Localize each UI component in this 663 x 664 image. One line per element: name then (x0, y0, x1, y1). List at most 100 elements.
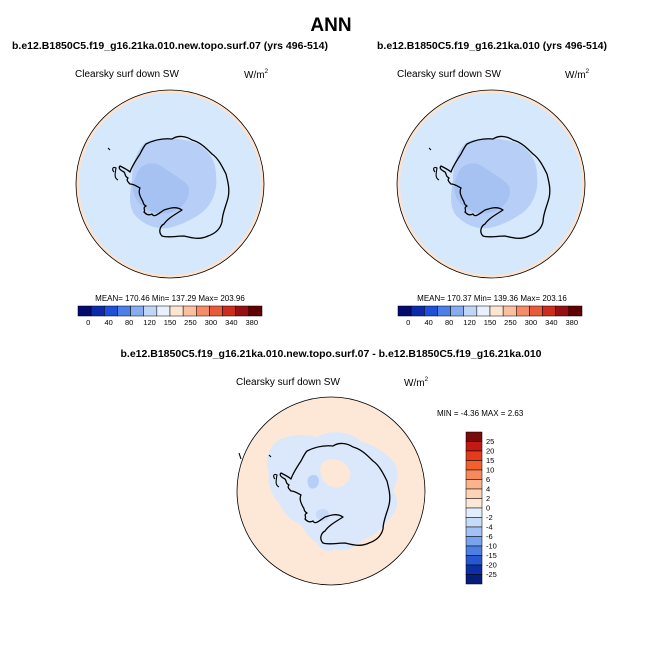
panel-diff-peninsula-islands (238, 452, 280, 488)
panel-diff-colorbar-swatch (465, 469, 483, 480)
panel-1-polar-map (75, 89, 265, 279)
panel-diff-units: W/m2 (404, 376, 429, 389)
panel-1-colorbar-swatch (104, 305, 118, 317)
panel-2-colorbar-swatch (450, 305, 464, 317)
panel-1-colorbar-tick-label: 120 (143, 318, 156, 327)
panel-diff-colorbar-tick-label: 2 (486, 494, 490, 503)
panel-diff-colorbar-tick-label: 4 (486, 485, 490, 494)
panel-2-colorbar-swatch (555, 305, 570, 317)
panel-2-polar-map (396, 89, 586, 279)
panel-1-colorbar-tick-label: 250 (184, 318, 197, 327)
panel-2-colorbar-tick-label: 250 (504, 318, 517, 327)
panel-1-colorbar-swatch (235, 305, 250, 317)
panel-1-variable-label: Clearsky surf down SW (75, 69, 179, 80)
panel-diff-colorbar-swatch (465, 574, 483, 585)
panel-diff-colorbar-tick-label: -20 (486, 561, 497, 570)
panel-2-colorbar-swatch (463, 305, 478, 317)
panel-1-colorbar-swatch (143, 305, 158, 317)
panel-2-field-core (454, 163, 511, 214)
panel-diff-antarctica-coastline (279, 442, 391, 546)
panel-2-colorbar-swatch (568, 305, 583, 317)
panel-diff-colorbar-tick-label: 25 (486, 437, 494, 446)
panel-diff-colorbar-swatch (465, 517, 483, 528)
panel-diff-colorbar-tick-label: -4 (486, 523, 493, 532)
figure-title: ANN (310, 15, 351, 36)
panel-2-stats: MEAN= 170.37 Min= 139.36 Max= 203.16 (417, 294, 567, 303)
panel-1-colorbar-swatch (182, 305, 197, 317)
panel-diff: b.e12.B1850C5.f19_g16.21ka.010.new.topo.… (120, 348, 542, 586)
panel-diff-colorbar-tick-label: -25 (486, 570, 497, 579)
panel-1-units: W/m2 (244, 68, 269, 81)
panel-diff-colorbar-swatch (465, 460, 483, 471)
panel-diff-colorbar-tick-label: -15 (486, 551, 497, 560)
panel-2-colorbar-swatch (529, 305, 543, 317)
panel-diff-variable-label: Clearsky surf down SW (236, 377, 340, 388)
panel-diff-colorbar-swatch (465, 555, 483, 566)
panel-2-colorbar-tick-label: 0 (406, 318, 410, 327)
panel-1-colorbar-swatch (77, 305, 92, 317)
panel-1-title: b.e12.B1850C5.f19_g16.21ka.010.new.topo.… (12, 40, 328, 52)
panel-diff-colorbar-tick-label: 20 (486, 447, 494, 456)
panel-1-colorbar-swatch (169, 305, 184, 317)
panel-diff-positive-patch (320, 459, 351, 488)
panel-2-colorbar: 0 40 80 120 150 250 300 340 380 (397, 305, 583, 327)
panel-diff-colorbar-swatch (465, 479, 483, 490)
panel-diff-colorbar-tick-label: -10 (486, 542, 497, 551)
panel-diff-colorbar-swatch (465, 441, 483, 452)
panel-1-colorbar: 0 40 80 120 150 250 300 340 380 (77, 305, 263, 327)
panel-1: b.e12.B1850C5.f19_g16.21ka.010.new.topo.… (12, 40, 328, 327)
panel-2-colorbar-tick-label: 300 (525, 318, 538, 327)
panel-1-field-core (133, 163, 190, 214)
panel-2-colorbar-swatch (489, 305, 504, 317)
panel-diff-colorbar-swatch (465, 498, 483, 509)
panel-1-colorbar-tick-label: 300 (205, 318, 218, 327)
panel-1-map-boundary (75, 89, 265, 279)
panel-diff-map-boundary (236, 396, 426, 586)
panel-2-colorbar-swatch (397, 305, 412, 317)
panel-2-colorbar-swatch (502, 305, 517, 317)
panel-2-colorbar-tick-label: 380 (566, 318, 579, 327)
panel-2-colorbar-swatch (542, 305, 556, 317)
panel-diff-colorbar-tick-label: 0 (486, 504, 490, 513)
panel-2-colorbar-swatch (424, 305, 438, 317)
panel-1-peninsula-islands (107, 147, 119, 181)
panel-diff-colorbar-swatch (465, 488, 483, 499)
panel-diff-colorbar-tick-label: -6 (486, 532, 493, 541)
panel-diff-title: b.e12.B1850C5.f19_g16.21ka.010.new.topo.… (120, 348, 541, 360)
panel-2: b.e12.B1850C5.f19_g16.21ka.010 (yrs 496-… (377, 40, 607, 327)
panel-diff-colorbar-tick-label: 15 (486, 456, 494, 465)
panel-1-antarctica-coastline (118, 135, 230, 239)
panel-2-variable-label: Clearsky surf down SW (397, 69, 501, 80)
panel-2-colorbar-swatch (516, 305, 530, 317)
panel-diff-colorbar-swatch (465, 564, 483, 575)
panel-diff-colorbar-swatch (465, 536, 483, 547)
panel-2-colorbar-tick-label: 150 (484, 318, 497, 327)
panel-2-colorbar-tick-label: 120 (463, 318, 476, 327)
panel-2-colorbar-tick-label: 340 (545, 318, 558, 327)
panel-diff-negative-core-2 (315, 508, 329, 522)
panel-2-units: W/m2 (565, 68, 590, 81)
panel-diff-polar-map (236, 396, 426, 586)
panel-2-map-boundary (396, 89, 586, 279)
panel-2-colorbar-tick-label: 80 (445, 318, 453, 327)
panel-1-colorbar-swatch (222, 305, 236, 317)
panel-diff-colorbar-swatch (465, 526, 483, 537)
panel-diff-colorbar-swatch (465, 450, 483, 461)
panel-1-colorbar-tick-label: 40 (104, 318, 112, 327)
panel-1-colorbar-swatch (90, 305, 105, 317)
panel-2-colorbar-swatch (410, 305, 425, 317)
panel-2-colorbar-tick-label: 40 (424, 318, 432, 327)
panel-1-colorbar-swatch (117, 305, 131, 317)
panel-diff-negative-field (266, 432, 398, 551)
panel-1-stats: MEAN= 170.46 Min= 137.29 Max= 203.96 (95, 294, 245, 303)
panel-2-antarctica-coastline (439, 135, 551, 239)
panel-1-colorbar-swatch (209, 305, 223, 317)
panel-2-colorbar-swatch (437, 305, 451, 317)
panel-1-colorbar-swatch (196, 305, 210, 317)
panel-2-title: b.e12.B1850C5.f19_g16.21ka.010 (yrs 496-… (377, 40, 607, 52)
panel-1-colorbar-tick-label: 80 (125, 318, 133, 327)
panel-1-colorbar-tick-label: 340 (225, 318, 238, 327)
panel-diff-colorbar-tick-label: 6 (486, 475, 490, 484)
